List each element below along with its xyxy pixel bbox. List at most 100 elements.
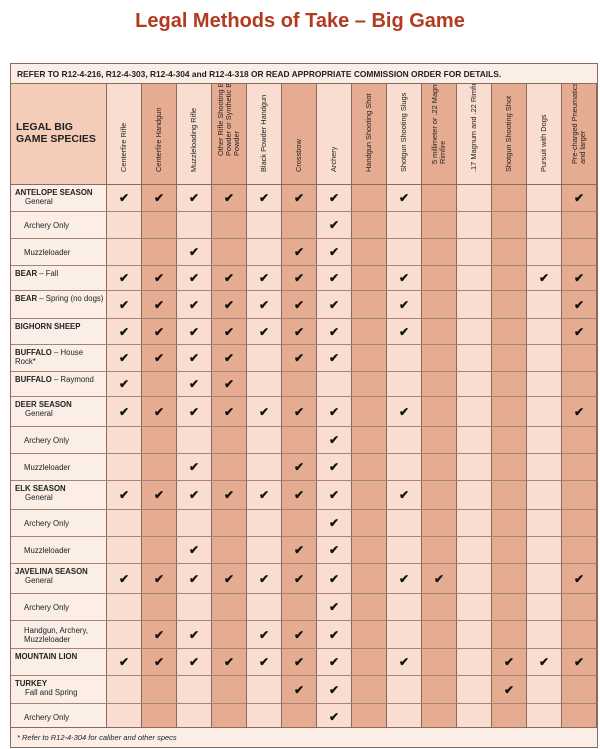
check-mark-icon: ✔ <box>247 397 282 426</box>
check-mark-icon: ✔ <box>282 291 317 318</box>
empty-cell <box>387 212 422 238</box>
season-name: Handgun, Archery, Muzzleloader <box>24 625 89 644</box>
check-mark-icon: ✔ <box>317 239 352 265</box>
empty-cell <box>352 319 387 344</box>
check-mark-icon: ✔ <box>212 481 247 509</box>
empty-cell <box>457 427 492 453</box>
empty-cell <box>352 564 387 593</box>
empty-cell <box>107 510 142 536</box>
empty-cell <box>352 676 387 703</box>
footnote: * Refer to R12-4-304 for caliber and oth… <box>11 727 597 747</box>
species-cell: Archery Only <box>11 427 107 453</box>
empty-cell <box>527 397 562 426</box>
season-name: Archery Only <box>24 220 70 230</box>
empty-cell <box>352 537 387 563</box>
species-cell: Archery Only <box>11 212 107 238</box>
check-mark-icon: ✔ <box>142 345 177 371</box>
empty-cell <box>212 510 247 536</box>
column-header: Handgun Shooting Shot <box>352 84 387 184</box>
species-cell: BUFFALO – Raymond <box>11 372 107 396</box>
table-row: Archery Only ✔ <box>11 212 597 239</box>
check-mark-icon: ✔ <box>317 185 352 211</box>
check-mark-icon: ✔ <box>177 291 212 318</box>
check-mark-icon: ✔ <box>142 185 177 211</box>
empty-cell <box>457 481 492 509</box>
check-mark-icon: ✔ <box>282 454 317 480</box>
column-header-label: Handgun Shooting Shot <box>364 93 373 173</box>
empty-cell <box>142 676 177 703</box>
check-mark-icon: ✔ <box>317 537 352 563</box>
legal-methods-table: REFER TO R12-4-216, R12-4-303, R12-4-304… <box>10 63 598 748</box>
check-mark-icon: ✔ <box>142 621 177 648</box>
empty-cell <box>247 537 282 563</box>
empty-cell <box>527 621 562 648</box>
species-cell: TURKEY Fall and Spring <box>11 676 107 703</box>
empty-cell <box>247 427 282 453</box>
empty-cell <box>527 185 562 211</box>
empty-cell <box>212 212 247 238</box>
check-mark-icon: ✔ <box>317 212 352 238</box>
season-name: Fall and Spring <box>25 688 78 697</box>
empty-cell <box>457 266 492 290</box>
check-mark-icon: ✔ <box>107 397 142 426</box>
column-header: .17 Magnum and .22 Rimfire <box>457 84 492 184</box>
check-mark-icon: ✔ <box>212 319 247 344</box>
check-mark-icon: ✔ <box>282 564 317 593</box>
column-header-label: 5 millimeter or .22 Magnum Rimfire <box>430 84 447 164</box>
empty-cell <box>422 185 457 211</box>
empty-cell <box>457 537 492 563</box>
column-header-label: Centerfire Rifle <box>119 122 128 172</box>
empty-cell <box>422 676 457 703</box>
table-row: ANTELOPE SEASON General ✔ ✔ ✔ ✔ ✔ ✔ ✔ ✔ ✔ <box>11 185 597 212</box>
check-mark-icon: ✔ <box>177 537 212 563</box>
empty-cell <box>352 212 387 238</box>
check-mark-icon: ✔ <box>212 397 247 426</box>
check-mark-icon: ✔ <box>562 649 597 675</box>
empty-cell <box>527 212 562 238</box>
empty-cell <box>142 704 177 730</box>
check-mark-icon: ✔ <box>317 594 352 620</box>
check-mark-icon: ✔ <box>247 266 282 290</box>
check-mark-icon: ✔ <box>422 564 457 593</box>
check-mark-icon: ✔ <box>527 649 562 675</box>
empty-cell <box>387 594 422 620</box>
reference-note: REFER TO R12-4-216, R12-4-303, R12-4-304… <box>11 64 597 84</box>
check-mark-icon: ✔ <box>282 266 317 290</box>
empty-cell <box>352 594 387 620</box>
species-name: JAVELINA SEASON <box>15 567 88 576</box>
species-column-header: LEGAL BIG GAME SPECIES <box>11 84 107 184</box>
table-row: Archery Only ✔ <box>11 427 597 454</box>
empty-cell <box>492 185 527 211</box>
empty-cell <box>282 704 317 730</box>
empty-cell <box>422 594 457 620</box>
table-row: BUFFALO – House Rock* ✔ ✔ ✔ ✔ ✔ ✔ <box>11 345 597 372</box>
species-cell: MOUNTAIN LION <box>11 649 107 675</box>
empty-cell <box>142 372 177 396</box>
empty-cell <box>107 239 142 265</box>
empty-cell <box>422 481 457 509</box>
empty-cell <box>212 704 247 730</box>
check-mark-icon: ✔ <box>212 564 247 593</box>
table-row: Archery Only ✔ <box>11 594 597 621</box>
check-mark-icon: ✔ <box>212 372 247 396</box>
empty-cell <box>527 239 562 265</box>
empty-cell <box>422 291 457 318</box>
empty-cell <box>142 427 177 453</box>
empty-cell <box>247 594 282 620</box>
check-mark-icon: ✔ <box>247 185 282 211</box>
check-mark-icon: ✔ <box>177 266 212 290</box>
empty-cell <box>527 704 562 730</box>
empty-cell <box>212 454 247 480</box>
table-row: Archery Only ✔ <box>11 510 597 537</box>
check-mark-icon: ✔ <box>492 649 527 675</box>
empty-cell <box>492 212 527 238</box>
empty-cell <box>527 594 562 620</box>
column-header-label: Pre-charged Pneumatics .35 and larger <box>570 84 587 164</box>
empty-cell <box>562 427 597 453</box>
empty-cell <box>422 319 457 344</box>
empty-cell <box>492 319 527 344</box>
empty-cell <box>422 397 457 426</box>
empty-cell <box>142 594 177 620</box>
column-header-label: Archery <box>329 146 338 172</box>
empty-cell <box>387 621 422 648</box>
